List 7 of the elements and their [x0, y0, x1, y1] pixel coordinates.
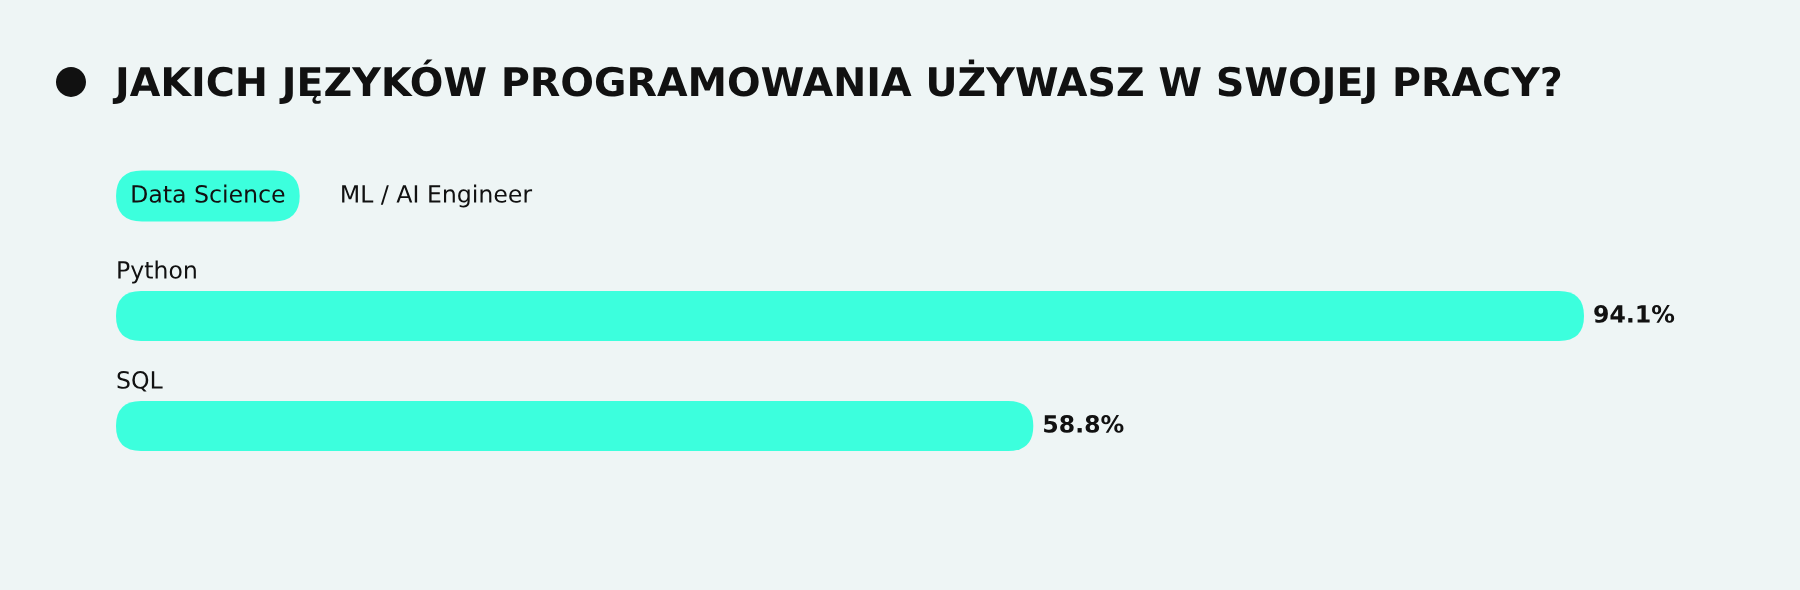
y-tick-label: Python	[118, 260, 196, 284]
text: Data Science	[132, 184, 285, 203]
y-tick-label: SQL	[117, 370, 163, 392]
data-label: 58.8%	[1044, 414, 1124, 433]
chart-title: JAKICH JĘZYKÓW PROGRAMOWANIA UŻYWASZ W SWOJEJ PRACY?	[112, 59, 1561, 104]
data-label: 94.1%	[1594, 304, 1675, 323]
text: ML / AI Engineer	[342, 184, 533, 208]
